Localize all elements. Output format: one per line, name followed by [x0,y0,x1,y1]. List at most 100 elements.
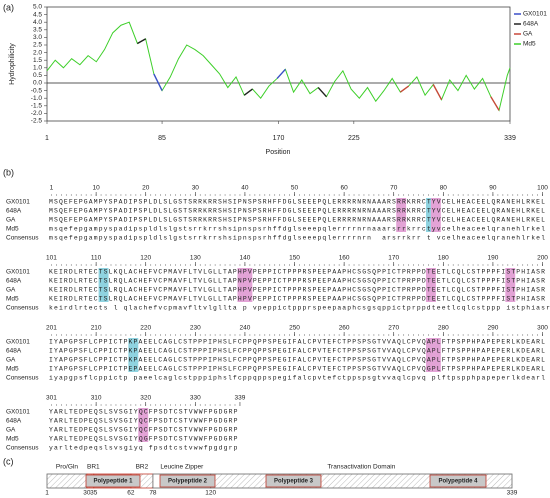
block-start: 101 [46,255,57,262]
sequence: MSQEFEPGAMPYSPADIPSPLDLSLGSTSRRKRRSHSIPN… [49,208,545,215]
domain-segment [46,473,88,489]
ruler-dot [457,334,459,336]
ruler-dot [234,404,236,406]
ruler-dot [487,334,489,336]
ruler-dot [229,334,231,336]
row-name: GX0101 [6,269,30,276]
row-name: GA [6,287,16,294]
ruler-dot [179,194,181,196]
ruler-dot [140,404,142,406]
ruler-dot [532,194,534,196]
ruler-number: 110 [91,255,102,262]
row-name: GA [6,357,16,364]
ruler-dot [442,194,444,196]
ruler-dot [179,264,181,266]
series-line [432,84,443,101]
ruler-dot [373,334,375,336]
ruler-dot [403,264,405,266]
ruler-dot [170,194,171,196]
row-name: Consensus [6,235,39,242]
highlight [425,338,441,372]
ruler-dot [398,194,400,196]
highlight [98,268,109,302]
ruler-dot [477,194,479,196]
ruler-dot [150,404,152,406]
row-name: GA [6,217,16,224]
ruler-dot [189,404,191,406]
ruler-dot [209,194,211,196]
ruler-dot [343,334,345,336]
ruler-dot [502,194,504,196]
series-line [243,88,253,96]
domain-label: Transactivation Domain [327,464,395,471]
ruler-dot [155,404,157,406]
ruler-dot [323,194,325,196]
ruler-dot [289,334,291,336]
position-label: 1 [45,490,49,497]
y-tick-label: 2.5 [33,42,42,49]
ruler-dot [418,194,419,196]
ruler-dot [363,194,365,196]
ruler-dot [289,194,291,196]
ruler-dot [75,264,77,266]
ruler-dot [75,404,77,406]
ruler-dot [175,404,176,406]
ruler-dot [259,264,261,266]
row-name: GX0101 [6,199,30,206]
ruler-dot [299,264,300,266]
ruler-dot [249,194,251,196]
highlight [425,268,436,302]
ruler-dot [125,264,127,266]
ruler-dot [95,334,97,336]
ruler-dot [254,264,256,266]
row-name: Consensus [6,445,39,452]
domain-label: BR1 [87,464,100,471]
ruler-dot [338,334,340,336]
ruler-dot [527,264,529,266]
sequence: KEIRDLRTECTSLKQLACHEFVCPMAVFLTVLGLLTAPHP… [49,269,545,276]
highlight [128,338,139,372]
ruler-dot [423,194,424,196]
ruler-dot [175,334,176,336]
ruler-number: 10 [93,185,101,192]
ruler-dot [194,194,196,196]
ruler-dot [115,264,117,266]
ruler-dot [328,334,330,336]
ruler-number: 320 [140,395,151,402]
x-axis-label: Position [266,149,291,156]
ruler-dot [537,264,539,266]
ruler-dot [284,264,286,266]
ruler-dot [517,264,519,266]
x-tick-label: 1 [45,135,49,142]
ruler-dot [229,404,231,406]
ruler-dot [224,404,226,406]
ruler-dot [427,194,429,196]
ruler-dot [294,194,295,196]
ruler-dot [418,334,419,336]
ruler-dot [512,334,514,336]
ruler-dot [264,334,266,336]
ruler-dot [512,194,514,196]
ruler-dot [135,194,137,196]
position-label: 120 [205,490,216,497]
ruler-dot [398,334,400,336]
plot-frame [46,6,511,122]
ruler-dot [51,194,52,196]
ruler-dot [160,264,162,266]
ruler-dot [239,334,241,336]
ruler-dot [199,334,201,336]
ruler-dot [194,404,196,406]
ruler-dot [294,334,295,336]
ruler-dot [100,194,102,196]
position-label: 78 [149,490,157,497]
ruler-dot [214,404,216,406]
ruler-dot [239,264,241,266]
ruler-dot [179,404,181,406]
ruler-dot [115,334,117,336]
ruler-dot [160,404,162,406]
ruler-dot [447,264,449,266]
row-name: Md5 [6,296,19,303]
ruler-number: 200 [537,255,548,262]
ruler-dot [318,264,320,266]
ruler-dot [452,194,454,196]
